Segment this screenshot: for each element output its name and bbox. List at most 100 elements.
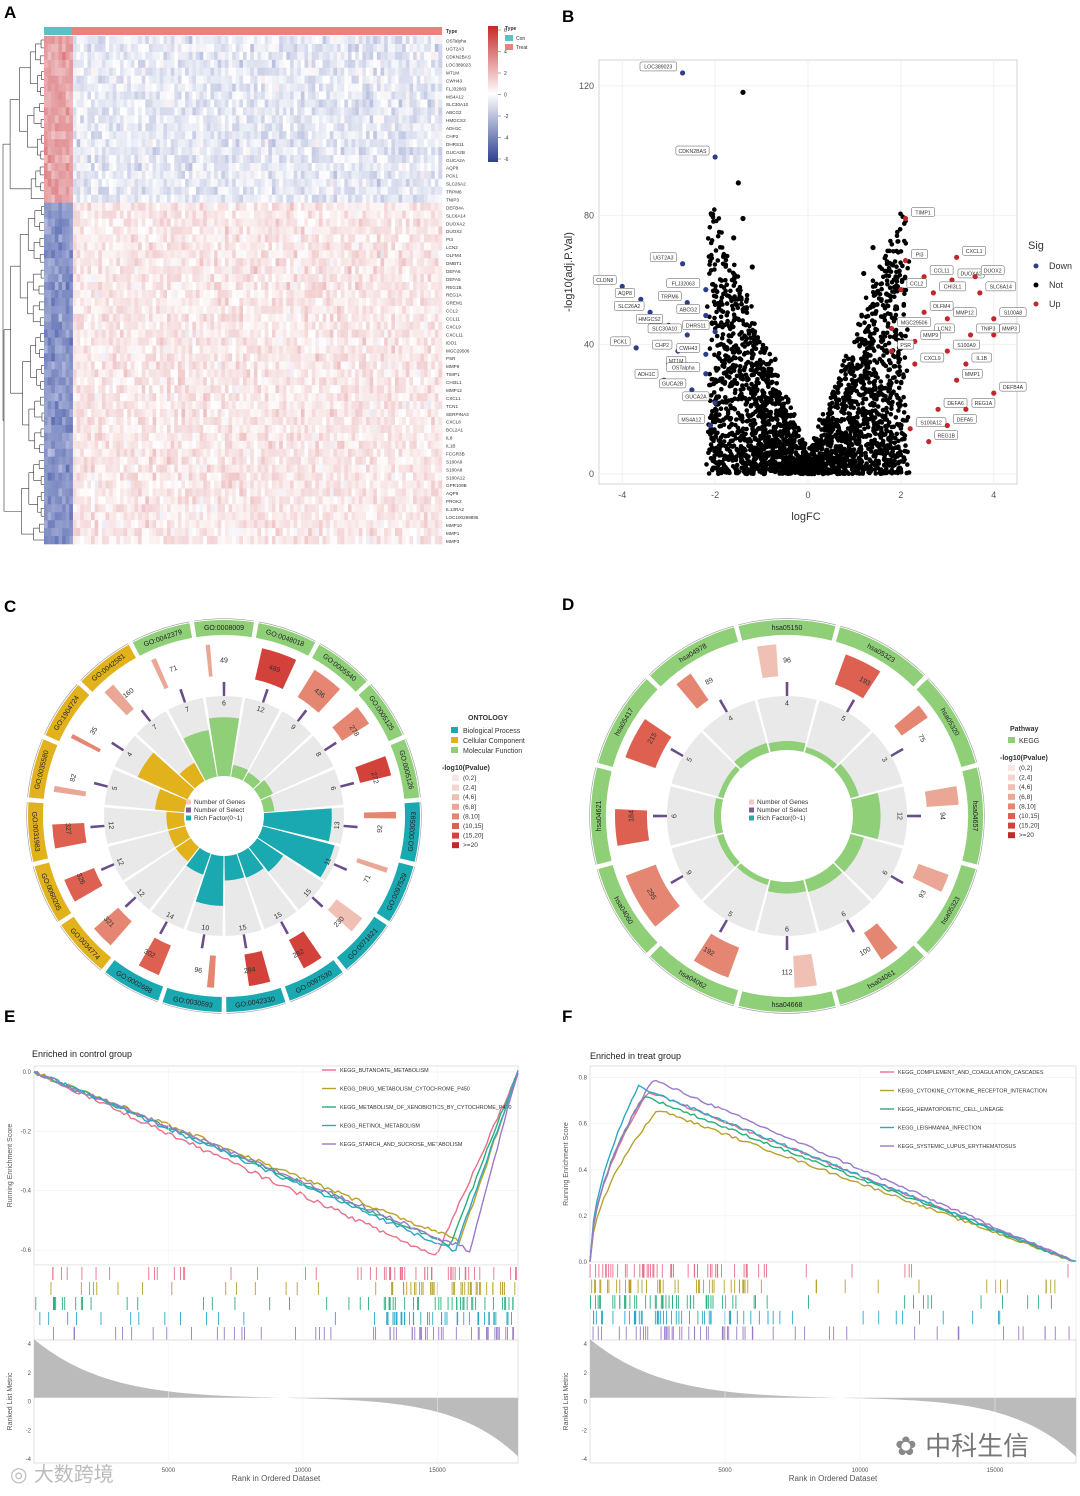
heatmap-cell bbox=[326, 322, 330, 330]
heatmap-cell bbox=[127, 52, 131, 60]
heatmap-cell bbox=[77, 258, 81, 266]
heatmap-cell bbox=[109, 203, 113, 211]
heatmap-cell bbox=[312, 227, 316, 235]
heatmap-cell bbox=[276, 306, 280, 314]
heatmap-cell bbox=[225, 282, 229, 290]
heatmap-cell bbox=[120, 266, 124, 274]
heatmap-cell bbox=[406, 195, 410, 203]
heatmap-cell bbox=[207, 346, 211, 354]
heatmap-cell bbox=[402, 306, 406, 314]
heatmap-cell bbox=[73, 242, 77, 250]
heatmap-cell bbox=[413, 274, 417, 282]
heatmap-cell bbox=[189, 346, 193, 354]
heatmap-cell bbox=[301, 171, 305, 179]
heatmap-cell bbox=[424, 139, 428, 147]
heatmap-cell bbox=[420, 68, 424, 76]
heatmap-cell bbox=[131, 242, 135, 250]
heatmap-cell bbox=[417, 139, 421, 147]
heatmap-cell bbox=[218, 195, 222, 203]
heatmap-cell bbox=[200, 219, 204, 227]
heatmap-cell bbox=[232, 290, 236, 298]
heatmap-cell bbox=[330, 242, 334, 250]
heatmap-cell bbox=[178, 147, 182, 155]
heatmap-cell bbox=[301, 155, 305, 163]
heatmap-cell bbox=[409, 354, 413, 362]
heatmap-cell bbox=[370, 131, 374, 139]
heatmap-cell bbox=[91, 266, 95, 274]
heatmap-cell bbox=[373, 84, 377, 92]
heatmap-cell bbox=[189, 250, 193, 258]
heatmap-cell bbox=[333, 179, 337, 187]
heatmap-cell bbox=[348, 258, 352, 266]
heatmap-cell bbox=[98, 203, 102, 211]
heatmap-cell bbox=[109, 250, 113, 258]
heatmap-cell bbox=[428, 203, 432, 211]
heatmap-cell bbox=[355, 322, 359, 330]
heatmap-cell bbox=[174, 298, 178, 306]
heatmap-cell bbox=[315, 211, 319, 219]
heatmap-cell bbox=[44, 123, 48, 131]
heatmap-cell bbox=[395, 100, 399, 108]
heatmap-cell bbox=[80, 361, 84, 369]
heatmap-cell bbox=[145, 377, 149, 385]
heatmap-cell bbox=[283, 354, 287, 362]
heatmap-cell bbox=[294, 155, 298, 163]
heatmap-cell bbox=[438, 227, 442, 235]
heatmap-cell bbox=[91, 258, 95, 266]
heatmap-cell bbox=[373, 60, 377, 68]
heatmap-cell bbox=[156, 100, 160, 108]
heatmap-cell bbox=[276, 139, 280, 147]
heatmap-cell bbox=[196, 107, 200, 115]
heatmap-cell bbox=[409, 60, 413, 68]
heatmap-cell bbox=[279, 139, 283, 147]
heatmap-cell bbox=[352, 76, 356, 84]
heatmap-cell bbox=[308, 282, 312, 290]
heatmap-cell bbox=[409, 298, 413, 306]
heatmap-cell bbox=[337, 211, 341, 219]
heatmap-cell bbox=[388, 266, 392, 274]
heatmap-cell bbox=[294, 107, 298, 115]
heatmap-cell bbox=[196, 171, 200, 179]
heatmap-cell bbox=[167, 250, 171, 258]
heatmap-cell bbox=[163, 338, 167, 346]
heatmap-cell bbox=[366, 354, 370, 362]
heatmap-cell bbox=[153, 195, 157, 203]
heatmap-cell bbox=[413, 250, 417, 258]
heatmap-cell bbox=[290, 123, 294, 131]
heatmap-cell bbox=[391, 163, 395, 171]
heatmap-cell bbox=[341, 298, 345, 306]
heatmap-cell bbox=[214, 242, 218, 250]
heatmap-cell bbox=[48, 361, 52, 369]
heatmap-cell bbox=[388, 250, 392, 258]
heatmap-cell bbox=[185, 346, 189, 354]
heatmap-cell bbox=[283, 306, 287, 314]
heatmap-cell bbox=[84, 100, 88, 108]
heatmap-cell bbox=[294, 219, 298, 227]
heatmap-cell bbox=[428, 171, 432, 179]
heatmap-cell bbox=[225, 92, 229, 100]
heatmap-cell bbox=[373, 338, 377, 346]
heatmap-cell bbox=[221, 346, 225, 354]
heatmap-cell bbox=[113, 60, 117, 68]
heatmap-cell bbox=[333, 361, 337, 369]
heatmap-cell bbox=[221, 68, 225, 76]
heatmap-cell bbox=[254, 219, 258, 227]
heatmap-cell bbox=[80, 290, 84, 298]
heatmap-cell bbox=[69, 234, 73, 242]
heatmap-cell bbox=[98, 338, 102, 346]
heatmap-cell bbox=[250, 76, 254, 84]
heatmap-cell bbox=[359, 306, 363, 314]
heatmap-cell bbox=[109, 258, 113, 266]
heatmap-cell bbox=[406, 203, 410, 211]
heatmap-cell bbox=[247, 36, 251, 44]
heatmap-cell bbox=[388, 298, 392, 306]
heatmap-cell bbox=[113, 314, 117, 322]
heatmap-cell bbox=[44, 242, 48, 250]
heatmap-cell bbox=[283, 211, 287, 219]
heatmap-cell bbox=[417, 306, 421, 314]
heatmap-cell bbox=[366, 250, 370, 258]
heatmap-cell bbox=[134, 361, 138, 369]
heatmap-cell bbox=[286, 36, 290, 44]
heatmap-cell bbox=[62, 123, 66, 131]
heatmap-cell bbox=[348, 306, 352, 314]
